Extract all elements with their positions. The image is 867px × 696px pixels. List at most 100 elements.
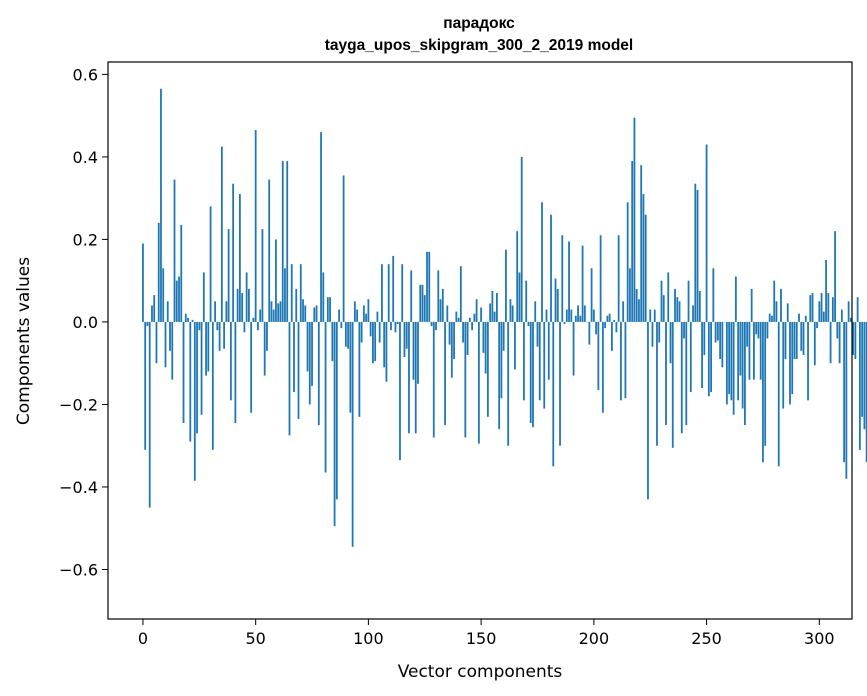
bar (374, 321, 377, 362)
bar (615, 321, 618, 333)
bar (493, 311, 496, 322)
bar (667, 272, 670, 322)
bar (142, 243, 144, 322)
bar (514, 321, 516, 370)
bar (734, 276, 737, 322)
bar (254, 130, 257, 322)
bar (809, 295, 812, 322)
bar (818, 301, 821, 322)
bar (568, 241, 570, 322)
bar (270, 301, 273, 322)
bar (525, 280, 528, 322)
bar (432, 321, 435, 438)
chart-subtitle: tayga_upos_skipgram_300_2_2019 model (325, 37, 633, 54)
bar (696, 189, 699, 322)
bar (369, 321, 372, 337)
bar (268, 179, 271, 322)
bar (728, 321, 731, 395)
bar (714, 321, 717, 343)
bar (791, 321, 794, 395)
bar (626, 202, 629, 322)
bar (232, 183, 235, 322)
x-tick-label: 300 (804, 629, 835, 648)
bar (396, 321, 399, 324)
bar (459, 266, 462, 322)
bar (207, 321, 210, 372)
bar (245, 272, 248, 322)
y-tick-label: −0.6 (59, 560, 98, 579)
bar (840, 309, 843, 322)
bar (644, 214, 647, 322)
bar (764, 321, 767, 446)
bar (209, 206, 212, 322)
bar (556, 288, 559, 322)
bar (653, 309, 656, 322)
bar (252, 317, 255, 322)
bar (559, 321, 561, 446)
bar (160, 88, 162, 322)
bar (665, 321, 667, 426)
bar (175, 280, 178, 322)
bar (466, 321, 469, 355)
y-tick-label: −0.4 (59, 478, 98, 497)
bar (780, 288, 782, 322)
bar (762, 321, 764, 463)
bar (498, 321, 501, 430)
bar (304, 305, 307, 322)
bar (225, 301, 228, 322)
bar (707, 321, 710, 397)
bar (759, 321, 762, 380)
bar (151, 305, 153, 322)
bar (338, 309, 340, 322)
bar (640, 165, 643, 322)
bar (234, 321, 237, 424)
bar (782, 321, 785, 409)
bar (288, 321, 291, 436)
bar (223, 321, 226, 349)
bar (592, 309, 595, 322)
bar (261, 229, 264, 322)
bar (599, 235, 602, 322)
bar (248, 288, 250, 322)
bar (676, 297, 679, 322)
bar (685, 321, 688, 426)
bar (509, 299, 512, 322)
bar (554, 278, 557, 322)
bar (211, 321, 214, 450)
bar (279, 301, 282, 322)
bar (642, 194, 645, 322)
bar (372, 321, 374, 364)
bar (574, 315, 577, 322)
bar (744, 321, 746, 426)
bar (365, 313, 368, 322)
bar (428, 251, 431, 322)
bar (658, 321, 661, 343)
bar (775, 301, 778, 322)
bar (505, 249, 507, 322)
bar (633, 117, 636, 322)
bar (692, 305, 694, 322)
y-tick-label: 0.0 (73, 313, 98, 332)
bar (491, 290, 494, 322)
bar (687, 280, 690, 322)
bar (166, 301, 169, 322)
bar (193, 321, 196, 481)
bar (822, 311, 825, 322)
bar (804, 315, 807, 322)
bar (725, 321, 728, 405)
bar (358, 321, 361, 417)
bar (604, 321, 607, 329)
bar (457, 317, 460, 322)
bar (588, 321, 591, 345)
bar (800, 321, 803, 351)
bar (236, 288, 239, 322)
bar (191, 319, 194, 322)
bar (710, 321, 712, 393)
bar (419, 284, 422, 322)
bar (565, 309, 568, 322)
bar (144, 321, 147, 450)
bar (500, 321, 503, 399)
bar (331, 321, 334, 362)
bar (579, 315, 582, 322)
bar (849, 317, 852, 322)
